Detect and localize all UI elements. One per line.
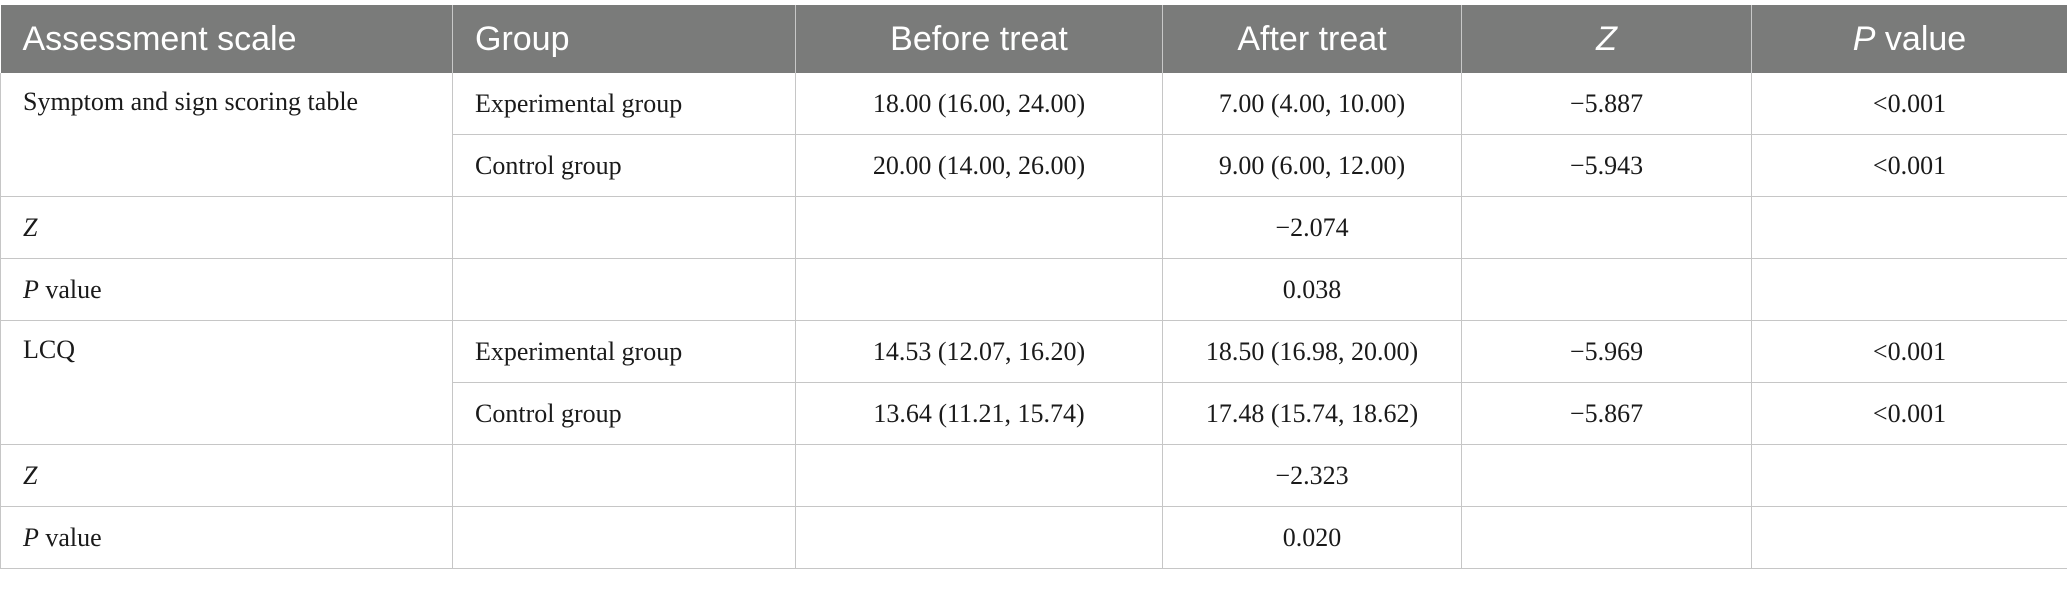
z-between-cell: −2.074 <box>1163 197 1462 259</box>
empty-cell <box>453 197 796 259</box>
empty-cell <box>1462 259 1752 321</box>
header-p-italic: P <box>1853 20 1876 58</box>
p-row-label: P value <box>1 507 453 569</box>
p-row-label: P value <box>1 259 453 321</box>
z-row-label: Z <box>1 445 453 507</box>
p-row-label-rest: value <box>39 275 102 304</box>
header-row: Assessment scale Group Before treat Afte… <box>1 5 2067 73</box>
empty-cell <box>453 507 796 569</box>
after-cell: 18.50 (16.98, 20.00) <box>1163 321 1462 383</box>
header-before-treat: Before treat <box>796 5 1163 73</box>
table-row: LCQ Experimental group 14.53 (12.07, 16.… <box>1 321 2067 383</box>
empty-cell <box>1752 507 2067 569</box>
table-row: Z −2.323 <box>1 445 2067 507</box>
results-table: Assessment scale Group Before treat Afte… <box>0 5 2067 569</box>
empty-cell <box>1752 445 2067 507</box>
before-cell: 14.53 (12.07, 16.20) <box>796 321 1163 383</box>
after-cell: 17.48 (15.74, 18.62) <box>1163 383 1462 445</box>
empty-cell <box>1752 259 2067 321</box>
p-row-label-rest: value <box>39 523 102 552</box>
empty-cell <box>453 259 796 321</box>
empty-cell <box>796 445 1163 507</box>
p-cell: <0.001 <box>1752 383 2067 445</box>
header-after-treat: After treat <box>1163 5 1462 73</box>
empty-cell <box>796 197 1163 259</box>
table-body: Symptom and sign scoring table Experimen… <box>1 73 2067 569</box>
table-row: P value 0.020 <box>1 507 2067 569</box>
p-between-cell: 0.038 <box>1163 259 1462 321</box>
p-row-label-italic: P <box>23 275 39 304</box>
group-cell: Experimental group <box>453 73 796 135</box>
empty-cell <box>1462 197 1752 259</box>
z-row-label-text: Z <box>23 213 37 242</box>
empty-cell <box>1462 445 1752 507</box>
header-z: Z <box>1462 5 1752 73</box>
empty-cell <box>796 259 1163 321</box>
group-cell: Control group <box>453 135 796 197</box>
scale-name-cell: Symptom and sign scoring table <box>1 73 453 197</box>
header-z-label: Z <box>1596 20 1617 58</box>
header-p-rest: value <box>1875 20 1966 58</box>
after-cell: 9.00 (6.00, 12.00) <box>1163 135 1462 197</box>
table-row: Z −2.074 <box>1 197 2067 259</box>
p-cell: <0.001 <box>1752 135 2067 197</box>
before-cell: 13.64 (11.21, 15.74) <box>796 383 1163 445</box>
before-cell: 20.00 (14.00, 26.00) <box>796 135 1163 197</box>
scale-name-cell: LCQ <box>1 321 453 445</box>
p-cell: <0.001 <box>1752 321 2067 383</box>
z-cell: −5.867 <box>1462 383 1752 445</box>
p-between-cell: 0.020 <box>1163 507 1462 569</box>
group-cell: Experimental group <box>453 321 796 383</box>
z-row-label: Z <box>1 197 453 259</box>
z-cell: −5.943 <box>1462 135 1752 197</box>
z-cell: −5.887 <box>1462 73 1752 135</box>
after-cell: 7.00 (4.00, 10.00) <box>1163 73 1462 135</box>
header-assessment-scale: Assessment scale <box>1 5 453 73</box>
empty-cell <box>796 507 1163 569</box>
p-cell: <0.001 <box>1752 73 2067 135</box>
empty-cell <box>1752 197 2067 259</box>
header-group: Group <box>453 5 796 73</box>
table-row: P value 0.038 <box>1 259 2067 321</box>
before-cell: 18.00 (16.00, 24.00) <box>796 73 1163 135</box>
z-row-label-text: Z <box>23 461 37 490</box>
z-between-cell: −2.323 <box>1163 445 1462 507</box>
table-header: Assessment scale Group Before treat Afte… <box>1 5 2067 73</box>
empty-cell <box>1462 507 1752 569</box>
p-row-label-italic: P <box>23 523 39 552</box>
z-cell: −5.969 <box>1462 321 1752 383</box>
group-cell: Control group <box>453 383 796 445</box>
empty-cell <box>453 445 796 507</box>
header-p-value: P value <box>1752 5 2067 73</box>
table-row: Symptom and sign scoring table Experimen… <box>1 73 2067 135</box>
